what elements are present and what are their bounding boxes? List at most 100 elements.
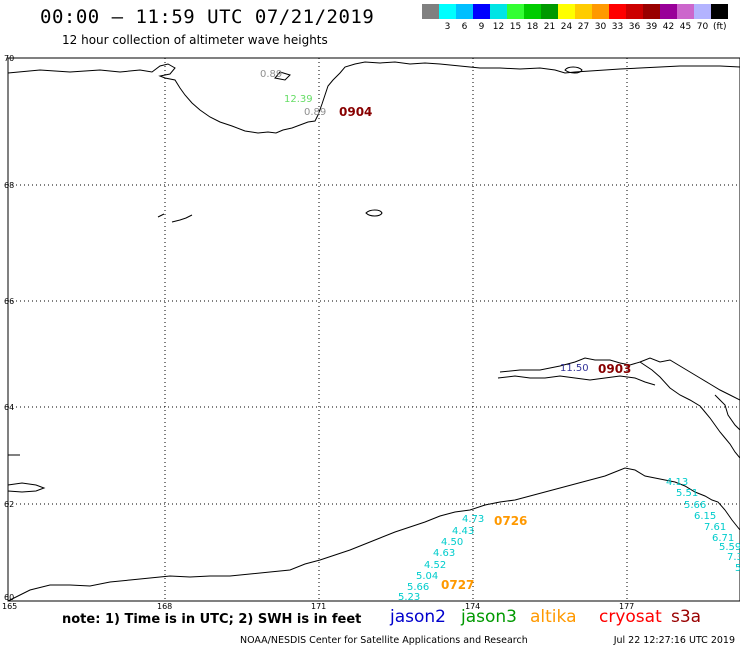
scale-label: 70 (696, 22, 709, 32)
coastline-wrangel-bay (274, 71, 291, 81)
scale-label: 33 (611, 22, 624, 32)
footer: NOAA/NESDIS Center for Satellite Applica… (240, 635, 735, 646)
pass-time-label: 0727 (441, 578, 475, 592)
scale-swatch (677, 4, 694, 19)
scale-unit: (ft) (713, 22, 727, 32)
scale-label: 12 (492, 22, 505, 32)
pass-time-label: 0903 (598, 362, 632, 376)
longitude-label: 168 (157, 602, 173, 611)
longitude-label: 174 (465, 602, 481, 611)
latitude-label: 64 (4, 403, 15, 412)
coastline-islet-2 (157, 213, 165, 218)
legend-entry-jason2: jason2 (390, 607, 446, 627)
scale-swatch (524, 4, 541, 19)
scale-label: 21 (543, 22, 556, 32)
swh-value-label: 5.59 (719, 542, 740, 553)
coastline-east-edge (714, 394, 740, 431)
swh-value-label: 5.66 (684, 500, 707, 511)
scale-label: 3 (444, 22, 451, 32)
legend-entry-jason3: jason3 (461, 607, 517, 627)
color-scale-swatches (422, 4, 737, 19)
swh-value-label: 7.61 (704, 522, 727, 533)
coastline-nunivak (7, 482, 46, 493)
scale-label: 18 (526, 22, 539, 32)
legend-entry-s3a: s3a (671, 607, 702, 627)
coastline-island-2 (365, 209, 383, 217)
coastline-islet-1 (171, 214, 193, 223)
swh-value-label: 5.23 (398, 592, 421, 603)
longitude-label: 171 (311, 602, 327, 611)
swh-value-label: 5.66 (407, 582, 430, 593)
swh-value-label: 6.71 (712, 533, 735, 544)
swh-value-label: 5.51 (676, 488, 699, 499)
latitude-label: 62 (4, 500, 15, 509)
legend-entry-cryosat: cryosat (599, 607, 662, 627)
scale-label: 6 (461, 22, 468, 32)
latitude-label: 70 (4, 54, 15, 63)
pass-time-label: 0726 (494, 514, 528, 528)
swh-value-label: 0.89 (304, 107, 327, 118)
coastline-island-1 (564, 66, 583, 74)
longitude-label: 165 (2, 602, 18, 611)
pass-time-label: 0904 (339, 105, 373, 119)
swh-value-label: 4.43 (452, 526, 475, 537)
scale-label: 39 (645, 22, 658, 32)
scale-swatch (711, 4, 728, 19)
longitude-label: 177 (619, 602, 635, 611)
graticule (8, 58, 740, 601)
scale-label: 42 (662, 22, 675, 32)
swh-value-label: 0.89 (260, 69, 283, 80)
scale-swatch (422, 4, 439, 19)
swh-value-label: 4.63 (433, 548, 456, 559)
scale-swatch (456, 4, 473, 19)
scale-swatch (490, 4, 507, 19)
scale-label: 30 (594, 22, 607, 32)
scale-label: 24 (560, 22, 573, 32)
swh-value-label: 6.15 (694, 511, 717, 522)
scale-swatch (609, 4, 626, 19)
scale-label: 45 (679, 22, 692, 32)
scale-swatch (643, 4, 660, 19)
swh-value-label: 4.52 (424, 560, 447, 571)
swh-value-label: 4.73 (462, 514, 485, 525)
swh-value-label: 4.50 (441, 537, 464, 548)
scale-swatch (575, 4, 592, 19)
scale-swatch (439, 4, 456, 19)
latitude-label: 60 (4, 593, 15, 602)
scale-swatch (541, 4, 558, 19)
coastline-kotzebue (639, 357, 740, 401)
latitude-label: 66 (4, 297, 15, 306)
legend-entry-altika: altika (530, 607, 577, 627)
color-scale-labels: 3 6 9 12 15 18 21 24 27 30 33 36 39 42 45 70 (ft) (422, 22, 737, 32)
swh-value-label: 12.39 (284, 94, 313, 105)
scale-swatch (626, 4, 643, 19)
coastline-seward-south (497, 375, 656, 386)
latitude-label: 68 (4, 181, 15, 190)
coastline (7, 61, 740, 602)
scale-swatch (507, 4, 524, 19)
scale-label: 27 (577, 22, 590, 32)
scale-label: 9 (478, 22, 485, 32)
swh-value-label: 7.3 (727, 552, 740, 563)
scale-label: 36 (628, 22, 641, 32)
footer-timestamp: Jul 22 12:27:16 UTC 2019 (613, 635, 735, 646)
scale-swatch (592, 4, 609, 19)
swh-value-label: 4.13 (666, 477, 689, 488)
scale-label: 15 (509, 22, 522, 32)
scale-swatch (473, 4, 490, 19)
scale-swatch (558, 4, 575, 19)
map-frame (7, 57, 740, 602)
page-title: 00:00 – 11:59 UTC 07/21/2019 (40, 6, 375, 28)
swh-value-label: 5 (735, 563, 740, 574)
color-scale: 3 6 9 12 15 18 21 24 27 30 33 36 39 42 45 70 (ft) (422, 4, 737, 32)
coastline-yukon-delta (7, 467, 740, 602)
coastline-chukotka-north (7, 61, 740, 134)
scale-swatch (694, 4, 711, 19)
scale-swatch (660, 4, 677, 19)
swh-value-label: 5.04 (416, 571, 439, 582)
note-text: note: 1) Time is in UTC; 2) SWH is in fe… (62, 612, 362, 627)
coastline-seward-north (499, 357, 740, 459)
page-subtitle: 12 hour collection of altimeter wave hei… (62, 33, 328, 47)
footer-source: NOAA/NESDIS Center for Satellite Applica… (240, 635, 528, 646)
